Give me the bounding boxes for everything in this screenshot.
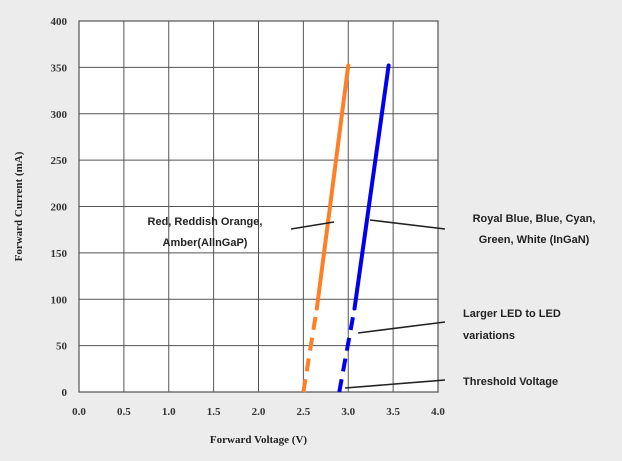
annotation-0-text: Amber(AllnGaP)	[163, 237, 248, 249]
annotation-1-text: Green, White (InGaN)	[479, 234, 590, 246]
annotation-2-leader	[357, 321, 446, 334]
series-0-dashed-line	[301, 308, 319, 393]
y-tick-label: 400	[51, 16, 68, 28]
x-tick-label: 3.0	[341, 406, 355, 418]
y-tick-label: 300	[51, 109, 68, 121]
series-1-dashed-line	[337, 308, 357, 393]
annotation-1-leader	[369, 219, 446, 230]
series-1-solid-line	[352, 63, 391, 311]
x-tick-label: 3.5	[386, 406, 400, 418]
x-tick-label: 0.5	[117, 406, 131, 418]
annotation-3-leader	[344, 379, 446, 389]
y-tick-label: 350	[51, 62, 68, 74]
x-tick-label: 2.0	[252, 406, 266, 418]
x-tick-label: 0.0	[72, 406, 86, 418]
x-tick-label: 2.5	[297, 406, 311, 418]
y-axis-title: Forward Current (mA)	[13, 151, 25, 261]
y-tick-label: 150	[51, 248, 68, 260]
y-tick-label: 50	[56, 341, 68, 353]
x-tick-label: 1.5	[207, 406, 221, 418]
y-tick-label: 200	[51, 202, 68, 214]
x-tick-label: 4.0	[431, 406, 445, 418]
x-axis-title: Forward Voltage (V)	[210, 434, 307, 446]
x-tick-label: 1.0	[162, 406, 176, 418]
annotation-3-text: Threshold Voltage	[463, 376, 558, 388]
annotation-0-leader	[290, 221, 335, 230]
y-tick-label: 250	[51, 155, 68, 167]
y-tick-label: 0	[62, 387, 68, 399]
annotation-2-text: Larger LED to LED	[463, 308, 561, 320]
annotation-1-text: Royal Blue, Blue, Cyan,	[473, 213, 596, 225]
annotation-0-text: Red, Reddish Orange,	[148, 216, 263, 228]
y-tick-label: 100	[51, 294, 68, 306]
series-0-solid-line	[314, 63, 351, 311]
annotation-2-text: variations	[463, 330, 515, 342]
